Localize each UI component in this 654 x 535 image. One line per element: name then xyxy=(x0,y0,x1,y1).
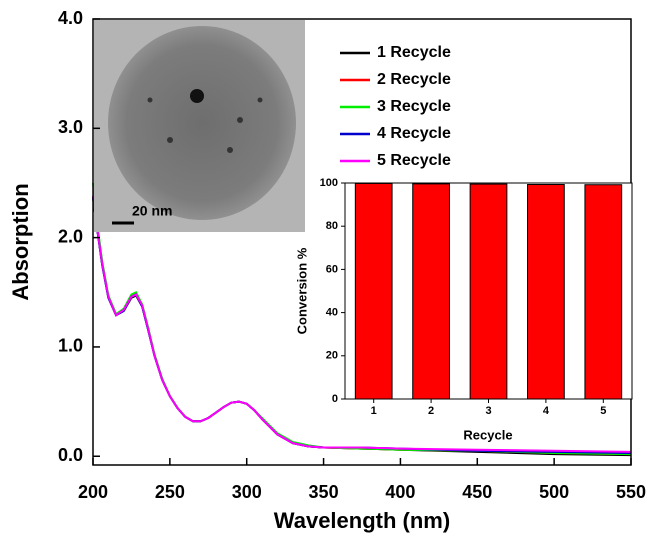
y-tick-label: 2.0 xyxy=(58,226,83,246)
chart: 20 nm Absorption Wavelength (nm) 2002503… xyxy=(0,0,654,535)
x-tick-label: 300 xyxy=(232,482,262,502)
x-axis-title: Wavelength (nm) xyxy=(274,508,450,533)
x-tick-label: 1 xyxy=(371,405,377,417)
bar xyxy=(413,184,450,399)
legend-label: 2 Recycle xyxy=(377,71,451,88)
y-tick-label: 1.0 xyxy=(58,336,83,356)
legend-label: 4 Recycle xyxy=(377,125,451,142)
y-tick-label: 4.0 xyxy=(58,8,83,28)
bar xyxy=(470,184,507,399)
x-tick-label: 200 xyxy=(78,482,108,502)
x-tick-label: 400 xyxy=(385,482,415,502)
y-tick-label: 3.0 xyxy=(58,117,83,137)
x-tick-label: 350 xyxy=(309,482,339,502)
legend-label: 1 Recycle xyxy=(377,44,451,61)
x-tick-label: 3 xyxy=(485,405,491,417)
y-tick-label: 40 xyxy=(326,307,338,319)
x-tick-label: 550 xyxy=(616,482,646,502)
legend-label: 5 Recycle xyxy=(377,152,451,169)
y-tick-label: 100 xyxy=(320,177,338,189)
x-tick-label: 450 xyxy=(462,482,492,502)
x-tick-label: 500 xyxy=(539,482,569,502)
y-tick-label: 60 xyxy=(326,263,338,275)
y-axis-title: Absorption xyxy=(8,183,33,300)
x-tick-label: 4 xyxy=(543,405,550,417)
x-tick-label: 2 xyxy=(428,405,434,417)
legend-label: 3 Recycle xyxy=(377,98,451,115)
y-tick-label: 20 xyxy=(326,350,338,362)
y-tick-label: 0.0 xyxy=(58,445,83,465)
bar xyxy=(528,185,565,399)
scale-bar-label: 20 nm xyxy=(132,203,172,219)
x-tick-label: 5 xyxy=(600,405,606,417)
inset-y-axis-title: Conversion % xyxy=(294,247,309,334)
inset-x-axis-title: Recycle xyxy=(463,427,512,442)
y-tick-label: 0 xyxy=(332,393,338,405)
tem-image xyxy=(94,20,305,232)
x-tick-label: 250 xyxy=(155,482,185,502)
y-tick-label: 80 xyxy=(326,220,338,232)
bar xyxy=(355,183,392,399)
bar xyxy=(585,185,622,399)
